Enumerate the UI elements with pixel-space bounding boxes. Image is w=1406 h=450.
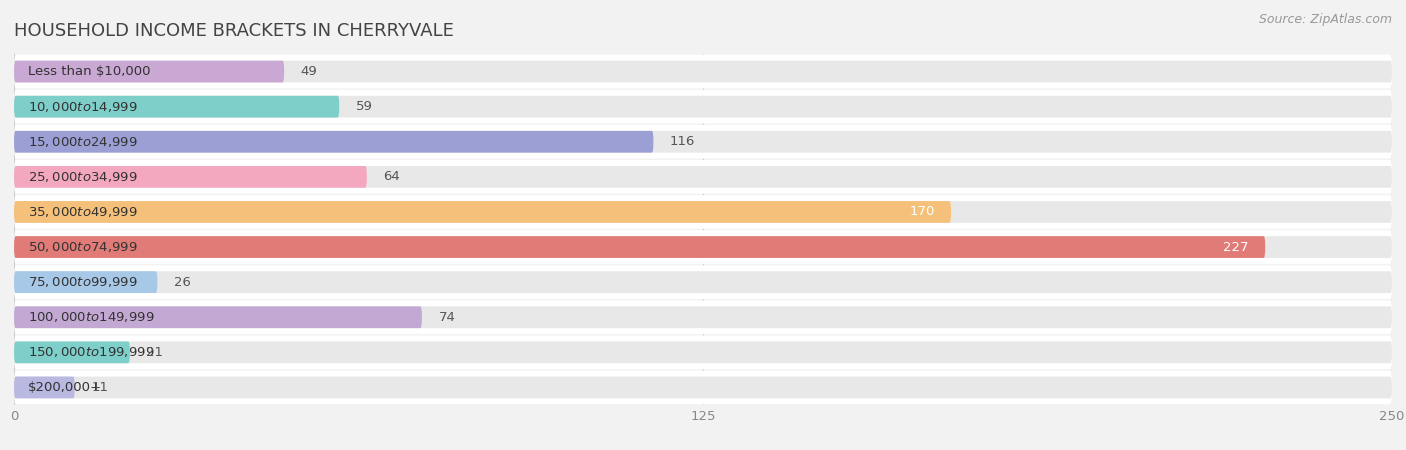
FancyBboxPatch shape xyxy=(14,336,1392,369)
FancyBboxPatch shape xyxy=(14,377,1392,398)
FancyBboxPatch shape xyxy=(14,90,1392,123)
Text: 64: 64 xyxy=(384,171,401,183)
Text: 74: 74 xyxy=(439,311,456,324)
FancyBboxPatch shape xyxy=(14,160,1392,194)
Text: 227: 227 xyxy=(1223,241,1249,253)
FancyBboxPatch shape xyxy=(14,166,367,188)
Text: 21: 21 xyxy=(146,346,163,359)
FancyBboxPatch shape xyxy=(14,271,1392,293)
Text: Source: ZipAtlas.com: Source: ZipAtlas.com xyxy=(1258,14,1392,27)
FancyBboxPatch shape xyxy=(14,301,1392,334)
FancyBboxPatch shape xyxy=(14,236,1265,258)
Text: $150,000 to $199,999: $150,000 to $199,999 xyxy=(28,345,155,360)
FancyBboxPatch shape xyxy=(14,61,1392,82)
Text: $10,000 to $14,999: $10,000 to $14,999 xyxy=(28,99,138,114)
FancyBboxPatch shape xyxy=(14,266,1392,299)
Text: HOUSEHOLD INCOME BRACKETS IN CHERRYVALE: HOUSEHOLD INCOME BRACKETS IN CHERRYVALE xyxy=(14,22,454,40)
FancyBboxPatch shape xyxy=(14,96,1392,117)
Text: $100,000 to $149,999: $100,000 to $149,999 xyxy=(28,310,155,324)
FancyBboxPatch shape xyxy=(14,371,1392,404)
FancyBboxPatch shape xyxy=(14,96,339,117)
Text: $200,000+: $200,000+ xyxy=(28,381,101,394)
Text: $75,000 to $99,999: $75,000 to $99,999 xyxy=(28,275,138,289)
FancyBboxPatch shape xyxy=(14,131,1392,153)
FancyBboxPatch shape xyxy=(14,230,1392,264)
Text: 59: 59 xyxy=(356,100,373,113)
FancyBboxPatch shape xyxy=(14,271,157,293)
Text: Less than $10,000: Less than $10,000 xyxy=(28,65,150,78)
Text: 26: 26 xyxy=(174,276,191,288)
Text: $35,000 to $49,999: $35,000 to $49,999 xyxy=(28,205,138,219)
FancyBboxPatch shape xyxy=(14,342,1392,363)
FancyBboxPatch shape xyxy=(14,201,950,223)
Text: 49: 49 xyxy=(301,65,318,78)
Text: $25,000 to $34,999: $25,000 to $34,999 xyxy=(28,170,138,184)
FancyBboxPatch shape xyxy=(14,125,1392,158)
FancyBboxPatch shape xyxy=(14,166,1392,188)
FancyBboxPatch shape xyxy=(14,236,1392,258)
FancyBboxPatch shape xyxy=(14,377,75,398)
Text: $50,000 to $74,999: $50,000 to $74,999 xyxy=(28,240,138,254)
Text: 11: 11 xyxy=(91,381,108,394)
FancyBboxPatch shape xyxy=(14,131,654,153)
FancyBboxPatch shape xyxy=(14,342,129,363)
FancyBboxPatch shape xyxy=(14,201,1392,223)
Text: 170: 170 xyxy=(910,206,935,218)
FancyBboxPatch shape xyxy=(14,61,284,82)
Text: 116: 116 xyxy=(669,135,696,148)
FancyBboxPatch shape xyxy=(14,55,1392,88)
FancyBboxPatch shape xyxy=(14,195,1392,229)
FancyBboxPatch shape xyxy=(14,306,422,328)
Text: $15,000 to $24,999: $15,000 to $24,999 xyxy=(28,135,138,149)
FancyBboxPatch shape xyxy=(14,306,1392,328)
